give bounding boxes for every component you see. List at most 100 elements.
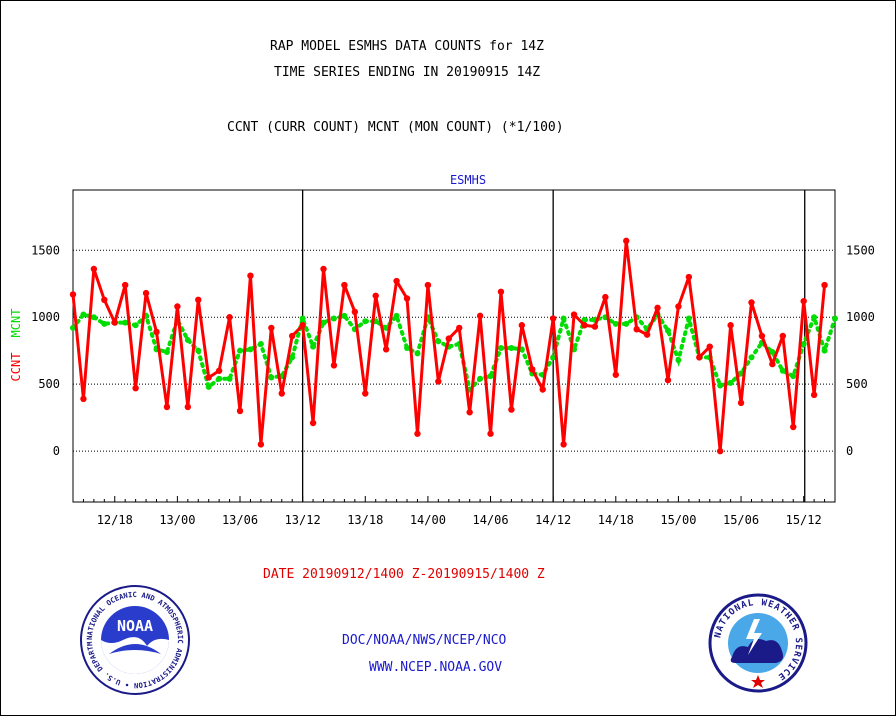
mcnt-point — [310, 343, 317, 350]
ccnt-point — [393, 277, 400, 285]
ccnt-point — [497, 288, 505, 295]
mcnt-point — [779, 367, 786, 374]
noaa-logo-icon: NATIONAL OCEANIC AND ATMOSPHERIC ADMINIS… — [79, 584, 190, 695]
ccnt-point — [351, 308, 359, 316]
ccnt-point — [90, 265, 98, 273]
mcnt-point — [70, 324, 76, 331]
mcnt-point — [477, 375, 484, 382]
mcnt-point — [216, 375, 223, 382]
x-tick-label: 12/18 — [97, 513, 133, 527]
mcnt-point — [383, 324, 390, 331]
y-tick-label-left: 1500 — [31, 243, 60, 257]
mcnt-point — [508, 345, 515, 352]
ccnt-point — [529, 366, 536, 373]
ccnt-point — [706, 343, 713, 350]
mcnt-point — [393, 312, 400, 319]
ccnt-point — [737, 399, 745, 407]
x-tick-label: 15/12 — [786, 513, 822, 527]
mcnt-point — [748, 354, 755, 361]
noaa-logo-text: NOAA — [117, 617, 153, 635]
mcnt-point — [257, 340, 264, 347]
mcnt-point — [821, 347, 828, 354]
mcnt-point — [80, 311, 87, 318]
mcnt-point — [769, 349, 776, 356]
mcnt-point — [268, 374, 275, 381]
x-tick-label: 13/06 — [222, 513, 258, 527]
ccnt-point — [602, 293, 609, 301]
ccnt-point — [362, 390, 369, 397]
mcnt-point — [727, 379, 734, 386]
mcnt-point — [487, 373, 494, 380]
ccnt-point — [69, 291, 77, 298]
ccnt-point — [570, 311, 578, 318]
ccnt-point — [748, 299, 755, 306]
ccnt-point — [779, 332, 787, 340]
ccnt-point — [142, 289, 150, 297]
mcnt-series-line — [71, 310, 837, 394]
ccnt-point — [696, 354, 703, 361]
mcnt-point — [330, 315, 337, 322]
y-axis-label-ccnt: CCNT — [9, 353, 23, 382]
ccnt-point — [591, 323, 599, 330]
mcnt-point — [717, 382, 724, 389]
mcnt-point — [414, 350, 421, 357]
ccnt-point — [111, 319, 118, 326]
ccnt-point — [810, 391, 818, 399]
ccnt-point — [487, 430, 494, 437]
x-tick-label: 14/18 — [598, 513, 634, 527]
mcnt-point — [184, 336, 191, 343]
mcnt-point — [299, 315, 306, 322]
ccnt-point — [247, 272, 254, 279]
mcnt-point — [550, 354, 557, 361]
ccnt-point — [80, 395, 87, 403]
y-tick-label-right: 1000 — [846, 310, 875, 324]
x-tick-label: 14/06 — [472, 513, 508, 527]
plot-frame — [72, 189, 836, 503]
ccnt-point — [800, 297, 807, 305]
x-tick-label: 15/06 — [723, 513, 759, 527]
mcnt-point — [90, 314, 97, 321]
mcnt-point — [320, 319, 327, 326]
mcnt-point — [226, 375, 233, 382]
chart-area: 0 0 500 500 1000 1000 1500 1500 12/18 13/00 13/06 1… — [9, 173, 875, 527]
y-tick-label-right: 500 — [846, 377, 868, 391]
x-tick-label: 15/00 — [660, 513, 696, 527]
ccnt-point — [435, 378, 442, 385]
mcnt-point — [362, 318, 369, 325]
ccnt-point — [195, 296, 202, 304]
ccnt-point — [163, 403, 171, 411]
x-tick-label: 13/18 — [347, 513, 383, 527]
ccnt-point — [821, 281, 828, 289]
ccnt-point — [320, 265, 327, 273]
ccnt-point — [289, 332, 296, 340]
mcnt-point — [247, 346, 254, 353]
ccnt-point — [549, 315, 557, 322]
y-tick-label-left: 500 — [38, 377, 60, 391]
ccnt-point — [330, 362, 338, 369]
mcnt-point — [560, 315, 567, 322]
y-tick-label-left: 0 — [53, 444, 60, 458]
ccnt-point — [685, 273, 693, 281]
mcnt-point — [101, 320, 108, 327]
ccnt-point — [758, 332, 766, 340]
ccnt-point — [727, 322, 734, 329]
nws-logo-icon: NATIONAL WEATHER SERVICE — [708, 593, 808, 693]
ccnt-point — [268, 324, 275, 332]
ccnt-point — [121, 281, 129, 289]
mcnt-point — [685, 315, 692, 322]
mcnt-point — [237, 347, 244, 354]
mcnt-point — [811, 314, 818, 321]
ccnt-point — [456, 324, 463, 332]
ccnt-point — [560, 441, 567, 448]
ccnt-point — [445, 335, 452, 342]
x-tick-label: 14/00 — [410, 513, 446, 527]
footer-org-line: DOC/NOAA/NWS/NCEP/NCO — [342, 633, 507, 648]
mcnt-point — [497, 345, 504, 352]
ccnt-point — [664, 376, 672, 384]
chart-title-line2: TIME SERIES ENDING IN 20190915 14Z — [274, 65, 541, 80]
mcnt-point — [341, 312, 348, 319]
footer-url-line: WWW.NCEP.NOAA.GOV — [369, 660, 503, 675]
y-tick-label-left: 1000 — [31, 310, 60, 324]
mcnt-point — [435, 338, 442, 345]
ccnt-point — [101, 296, 108, 304]
